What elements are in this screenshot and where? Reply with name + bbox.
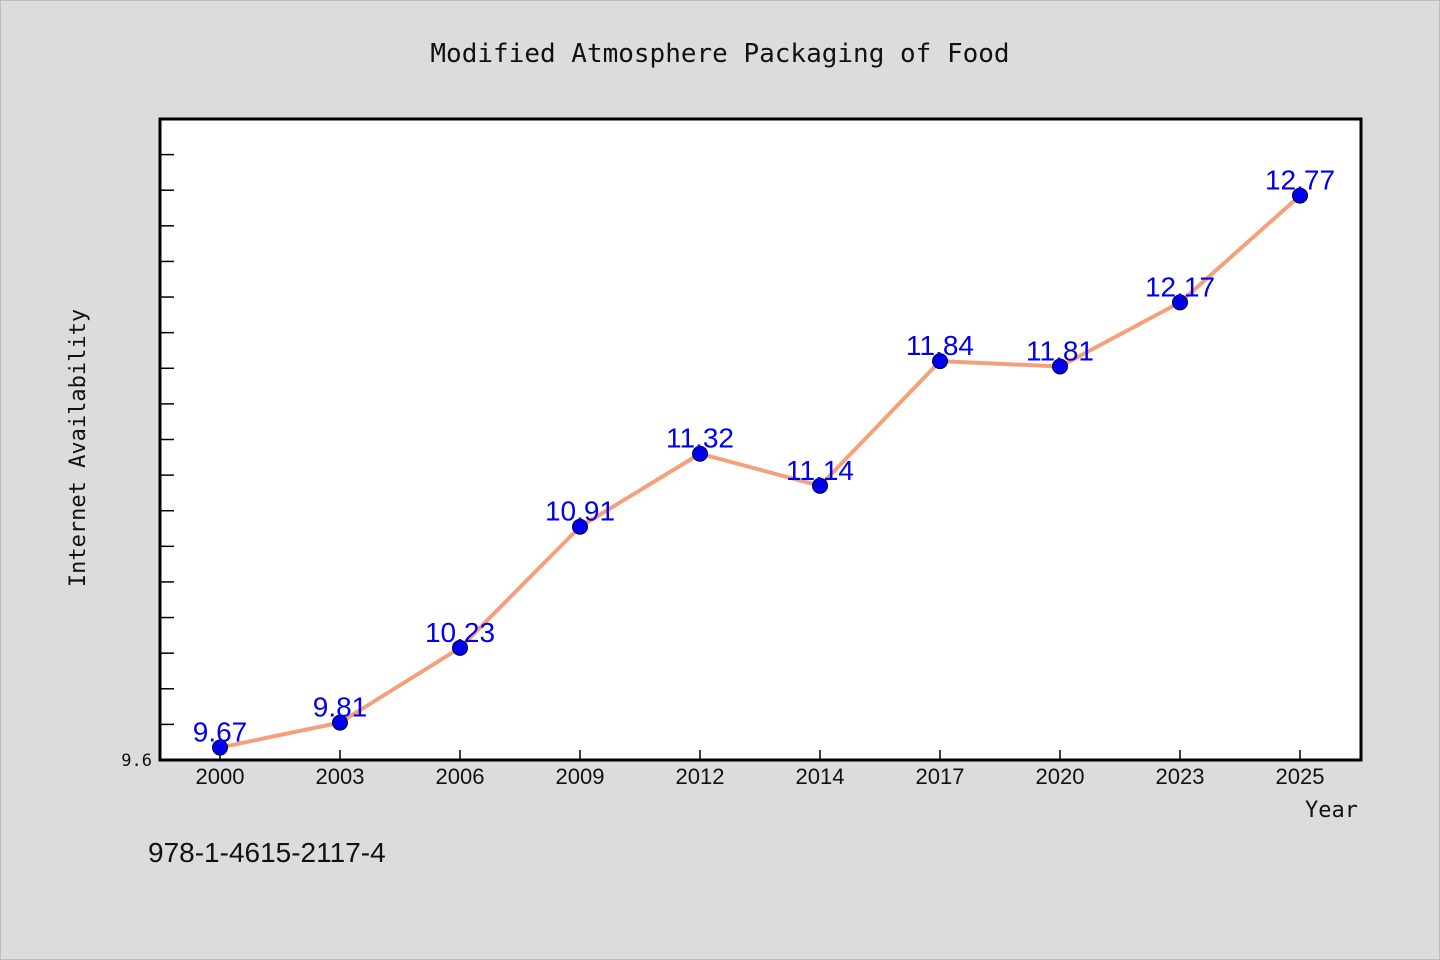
data-point (692, 445, 708, 462)
data-point (572, 518, 588, 535)
data-label: 12.17 (1145, 271, 1215, 302)
data-point (452, 639, 468, 656)
data-label: 9.81 (313, 692, 368, 723)
x-tick-label: 2003 (316, 764, 365, 789)
x-tick-label: 2023 (1156, 764, 1205, 789)
y-tick-label: 9.6 (121, 751, 152, 771)
chart-title: Modified Atmosphere Packaging of Food (430, 39, 1009, 69)
data-point (812, 477, 828, 494)
data-label: 11.32 (666, 423, 734, 454)
data-point (212, 739, 228, 756)
data-point (932, 353, 948, 370)
data-label: 10.23 (425, 617, 495, 648)
x-tick-label: 2000 (196, 764, 245, 789)
x-axis-label: Year (1305, 798, 1358, 823)
y-axis-label: Internet Availability (66, 309, 91, 587)
data-label: 11.81 (1026, 335, 1094, 366)
x-tick-label: 2025 (1276, 764, 1325, 789)
x-tick-label: 2020 (1036, 764, 1085, 789)
data-label: 12.77 (1265, 165, 1335, 196)
data-label: 9.67 (193, 717, 248, 748)
x-tick-label: 2009 (556, 764, 605, 789)
data-label: 10.91 (545, 496, 615, 527)
plot-area (158, 117, 1363, 762)
data-label: 11.84 (906, 330, 974, 361)
x-tick-label: 2017 (916, 764, 965, 789)
x-tick-label: 2012 (676, 764, 725, 789)
isbn-text: 978-1-4615-2117-4 (148, 837, 386, 868)
data-point (1172, 294, 1188, 311)
data-point (332, 714, 348, 731)
series-line (218, 193, 1302, 750)
data-label: 11.14 (786, 455, 854, 486)
x-tick-label: 2014 (796, 764, 845, 789)
data-point (1052, 358, 1068, 375)
data-point (1292, 187, 1308, 204)
series-layer: 9.67 9.81 10.23 10.91 11.32 11.14 11.84 11.81 12… (193, 165, 1335, 756)
x-tick-label: 2006 (436, 764, 485, 789)
x-axis-tick-labels: 2000 2003 2006 2009 2012 2014 2017 2020 2023 2025 (196, 750, 1325, 789)
y-axis-ticks: 9.6 (121, 118, 174, 771)
